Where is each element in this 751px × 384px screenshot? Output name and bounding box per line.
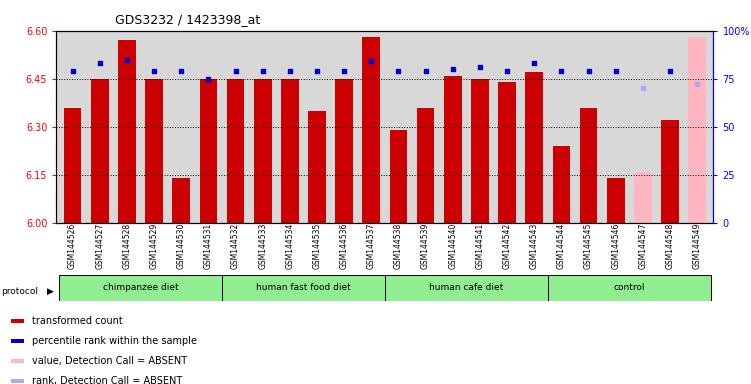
Point (393, 68, 405, 74)
Bar (11, 359, 25, 362)
Bar (222, 275, 385, 301)
Point (447, 66, 459, 72)
Bar (200, 79, 217, 223)
Bar (498, 82, 516, 223)
Bar (363, 37, 380, 223)
Text: GSM144530: GSM144530 (176, 223, 185, 269)
Text: GSM144543: GSM144543 (529, 223, 538, 269)
Point (528, 60, 540, 66)
Text: rank, Detection Call = ABSENT: rank, Detection Call = ABSENT (32, 376, 182, 384)
Text: GSM144527: GSM144527 (95, 223, 104, 269)
Point (501, 68, 513, 74)
Bar (385, 275, 547, 301)
Point (664, 68, 676, 74)
Text: chimpanzee diet: chimpanzee diet (103, 283, 178, 293)
Point (94, 60, 106, 66)
Bar (11, 379, 25, 382)
Text: GSM144537: GSM144537 (366, 223, 376, 269)
Bar (336, 79, 353, 223)
Bar (580, 108, 597, 223)
Point (311, 68, 323, 74)
Text: GSM144540: GSM144540 (448, 223, 457, 269)
Text: ▶: ▶ (47, 287, 53, 296)
Text: human fast food diet: human fast food diet (256, 283, 351, 293)
Bar (553, 146, 570, 223)
Text: GSM144533: GSM144533 (258, 223, 267, 269)
Point (230, 68, 242, 74)
Point (121, 56, 133, 63)
Bar (308, 111, 326, 223)
Point (284, 68, 296, 74)
Bar (547, 275, 710, 301)
Bar (173, 178, 190, 223)
Bar (281, 79, 299, 223)
Point (148, 68, 160, 74)
Point (202, 76, 214, 82)
Text: GSM144545: GSM144545 (584, 223, 593, 269)
Bar (118, 40, 136, 223)
Bar (11, 319, 25, 323)
Text: percentile rank within the sample: percentile rank within the sample (32, 336, 197, 346)
Point (175, 68, 187, 74)
Text: transformed count: transformed count (32, 316, 122, 326)
Bar (661, 120, 679, 223)
Text: control: control (614, 283, 645, 293)
Bar (11, 339, 25, 343)
Text: GSM144529: GSM144529 (149, 223, 158, 269)
Bar (91, 79, 109, 223)
Text: GSM144538: GSM144538 (394, 223, 403, 269)
Text: value, Detection Call = ABSENT: value, Detection Call = ABSENT (32, 356, 187, 366)
Bar (444, 76, 462, 223)
Text: GSM144534: GSM144534 (285, 223, 294, 269)
Bar (417, 108, 434, 223)
Text: protocol: protocol (2, 287, 38, 296)
Text: GSM144548: GSM144548 (665, 223, 674, 269)
Bar (634, 172, 652, 223)
Bar (607, 178, 625, 223)
Text: GSM144549: GSM144549 (692, 223, 701, 269)
Text: GSM144526: GSM144526 (68, 223, 77, 269)
Text: GSM144542: GSM144542 (502, 223, 511, 269)
Point (338, 68, 350, 74)
Point (474, 64, 486, 70)
Text: GSM144536: GSM144536 (339, 223, 348, 269)
Text: GSM144547: GSM144547 (638, 223, 647, 269)
Point (583, 68, 595, 74)
Bar (64, 108, 81, 223)
Bar (689, 37, 706, 223)
Text: GDS3232 / 1423398_at: GDS3232 / 1423398_at (115, 13, 261, 26)
Bar (526, 72, 543, 223)
Point (556, 68, 568, 74)
Text: GSM144528: GSM144528 (122, 223, 131, 269)
Text: GSM144532: GSM144532 (231, 223, 240, 269)
Text: GSM144531: GSM144531 (204, 223, 213, 269)
Bar (471, 79, 489, 223)
Point (637, 85, 649, 91)
Bar (227, 79, 244, 223)
Point (67, 68, 79, 74)
Text: GSM144539: GSM144539 (421, 223, 430, 269)
Bar (145, 79, 163, 223)
Text: human cafe diet: human cafe diet (430, 283, 503, 293)
Point (257, 68, 269, 74)
Text: GSM144541: GSM144541 (475, 223, 484, 269)
Bar (59, 275, 222, 301)
Bar (390, 130, 407, 223)
Point (420, 68, 432, 74)
Text: GSM144535: GSM144535 (312, 223, 321, 269)
Point (691, 81, 703, 88)
Point (365, 58, 377, 65)
Bar (254, 79, 272, 223)
Text: GSM144544: GSM144544 (557, 223, 566, 269)
Text: GSM144546: GSM144546 (611, 223, 620, 269)
Point (610, 68, 622, 74)
